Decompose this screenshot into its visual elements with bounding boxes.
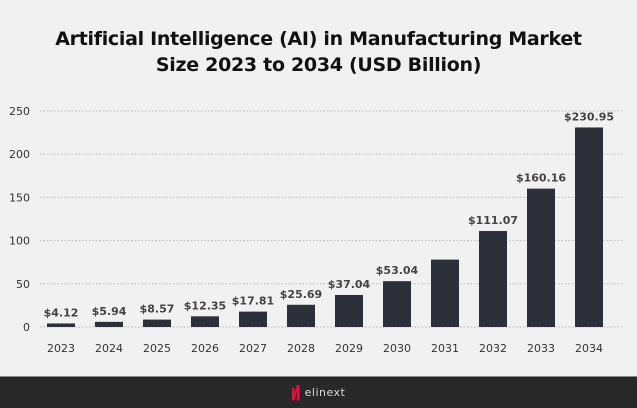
elinext-logo-icon	[291, 384, 300, 401]
data-label: $17.81	[232, 295, 274, 308]
data-label: $4.12	[44, 306, 79, 319]
x-tick-label: 2031	[431, 342, 459, 355]
x-tick-label: 2029	[335, 342, 363, 355]
x-tick-label: 2026	[191, 342, 219, 355]
bar-2030	[383, 281, 411, 327]
y-tick-label: 250	[9, 105, 30, 118]
bar-2023	[47, 323, 75, 327]
data-label: $53.04	[376, 264, 419, 277]
y-tick-label: 100	[9, 235, 30, 248]
bar-2026	[191, 316, 219, 327]
x-tick-label: 2028	[287, 342, 315, 355]
data-label: $25.69	[280, 288, 322, 301]
data-label: $12.35	[184, 299, 226, 312]
bar-2034	[575, 127, 603, 327]
bar-2028	[287, 304, 315, 327]
data-label: $230.95	[564, 110, 614, 123]
y-tick-label: 150	[9, 191, 30, 204]
bar-2025	[143, 319, 171, 327]
x-tick-label: 2027	[239, 342, 267, 355]
x-tick-label: 2025	[143, 342, 171, 355]
chart-title: Artificial Intelligence (AI) in Manufact…	[0, 26, 637, 78]
footer: elinext	[0, 376, 637, 408]
x-tick-label: 2023	[47, 342, 75, 355]
data-label: $37.04	[328, 278, 371, 291]
x-tick-label: 2024	[95, 342, 123, 355]
data-label: $8.57	[140, 303, 175, 316]
chart-title-line-2: Size 2023 to 2034 (USD Billion)	[155, 54, 482, 76]
data-label: $160.16	[516, 172, 566, 185]
y-tick-label: 200	[9, 148, 30, 161]
x-tick-label: 2032	[479, 342, 507, 355]
bar-2027	[239, 311, 267, 327]
bar-chart: 0 50 100 150 200 250 2023 $4.12 2024 $5.94 2025 $8.…	[9, 105, 622, 355]
brand-logo-text: elinext	[304, 386, 346, 399]
bar-2031	[431, 259, 459, 327]
y-tick-label: 50	[16, 278, 30, 291]
data-label: $5.94	[92, 305, 127, 318]
x-tick-label: 2033	[527, 342, 555, 355]
data-label: $111.07	[468, 214, 518, 227]
y-tick-label: 0	[23, 321, 30, 334]
bar-2024	[95, 321, 123, 327]
x-tick-label: 2030	[383, 342, 411, 355]
bar-2032	[479, 231, 507, 327]
x-tick-label: 2034	[575, 342, 603, 355]
bar-2029	[335, 294, 363, 327]
chart-title-line-1: Artificial Intelligence (AI) in Manufact…	[55, 28, 582, 50]
bar-2033	[527, 188, 555, 327]
